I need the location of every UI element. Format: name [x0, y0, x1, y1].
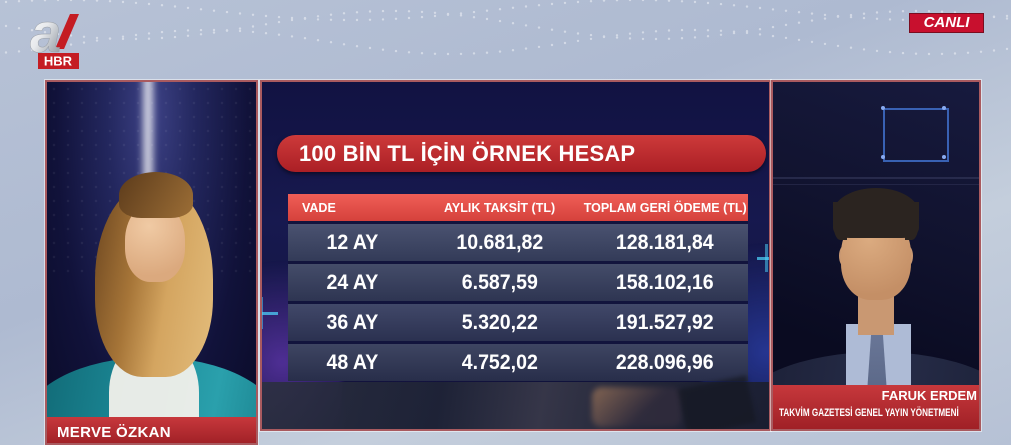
svg-text:HBR: HBR	[44, 54, 73, 69]
